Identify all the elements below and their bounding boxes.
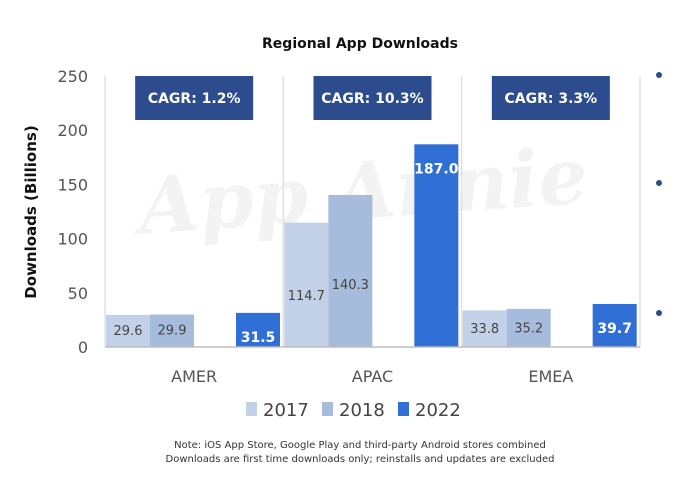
y-axis-label: Downloads (Billions) [22, 125, 40, 298]
y-tick-label: 150 [57, 175, 88, 194]
x-axis-ticks: AMER APAC EMEA [171, 367, 573, 386]
bar-amer-2022 [236, 312, 280, 347]
cagr-label: CAGR: 10.3% [321, 91, 423, 107]
data-label-apac-2018: 140.3 [332, 278, 369, 293]
category-separators [104, 76, 641, 347]
x-tick-label: AMER [171, 367, 217, 386]
cagr-box [491, 76, 610, 120]
legend: 2017 2018 2022 [246, 400, 461, 421]
data-label-amer-2022: 31.5 [241, 330, 276, 346]
data-label-emea-2022: 39.7 [597, 321, 632, 337]
legend-swatch-2017 [246, 402, 257, 416]
y-tick-label: 200 [57, 121, 88, 140]
bar-apac-2022 [414, 144, 459, 347]
y-tick-label: 100 [57, 230, 88, 249]
legend-label-2018: 2018 [339, 400, 385, 421]
x-tick-label: EMEA [528, 367, 573, 386]
side-bullets [656, 72, 662, 316]
y-tick-label: 250 [57, 67, 88, 86]
data-label-apac-2022: 187.0 [414, 161, 459, 177]
bar-emea-2017 [462, 310, 507, 347]
cagr-annotations: CAGR: 1.2% CAGR: 10.3% CAGR: 3.3% [135, 76, 610, 120]
data-label-emea-2018: 35.2 [514, 322, 543, 337]
data-label-emea-2017: 33.8 [470, 322, 499, 337]
note-line-2: Downloads are first time downloads only;… [166, 454, 555, 465]
cagr-box [313, 76, 432, 120]
bar-amer-2017 [106, 314, 150, 347]
cagr-box [135, 76, 254, 120]
bars-layer: 29.6 29.9 31.5 114.7 140.3 187.0 33.8 35.2 39.7 [106, 144, 637, 347]
legend-swatch-2022 [398, 402, 409, 416]
bar-emea-2018 [506, 308, 551, 347]
cagr-label: CAGR: 1.2% [148, 91, 241, 107]
bar-apac-2018 [328, 194, 373, 347]
chart-title: Regional App Downloads [262, 36, 458, 52]
legend-label-2017: 2017 [263, 400, 309, 421]
data-label-amer-2018: 29.9 [158, 324, 187, 339]
bar-emea-2022 [592, 303, 637, 347]
legend-label-2022: 2022 [415, 400, 461, 421]
y-tick-label: 0 [78, 338, 88, 357]
data-label-apac-2017: 114.7 [288, 289, 325, 304]
bullet-dot [656, 72, 662, 78]
y-axis-ticks: 0 50 100 150 200 250 [57, 67, 88, 357]
legend-swatch-2018 [322, 402, 333, 416]
y-tick-label: 50 [68, 284, 88, 303]
bullet-dot [656, 180, 662, 186]
note-line-1: Note: iOS App Store, Google Play and thi… [174, 440, 546, 451]
bar-apac-2017 [284, 222, 329, 347]
data-label-amer-2017: 29.6 [114, 324, 143, 339]
bar-amer-2018 [150, 314, 194, 347]
x-tick-label: APAC [352, 367, 393, 386]
bullet-dot [656, 310, 662, 316]
cagr-label: CAGR: 3.3% [504, 91, 597, 107]
